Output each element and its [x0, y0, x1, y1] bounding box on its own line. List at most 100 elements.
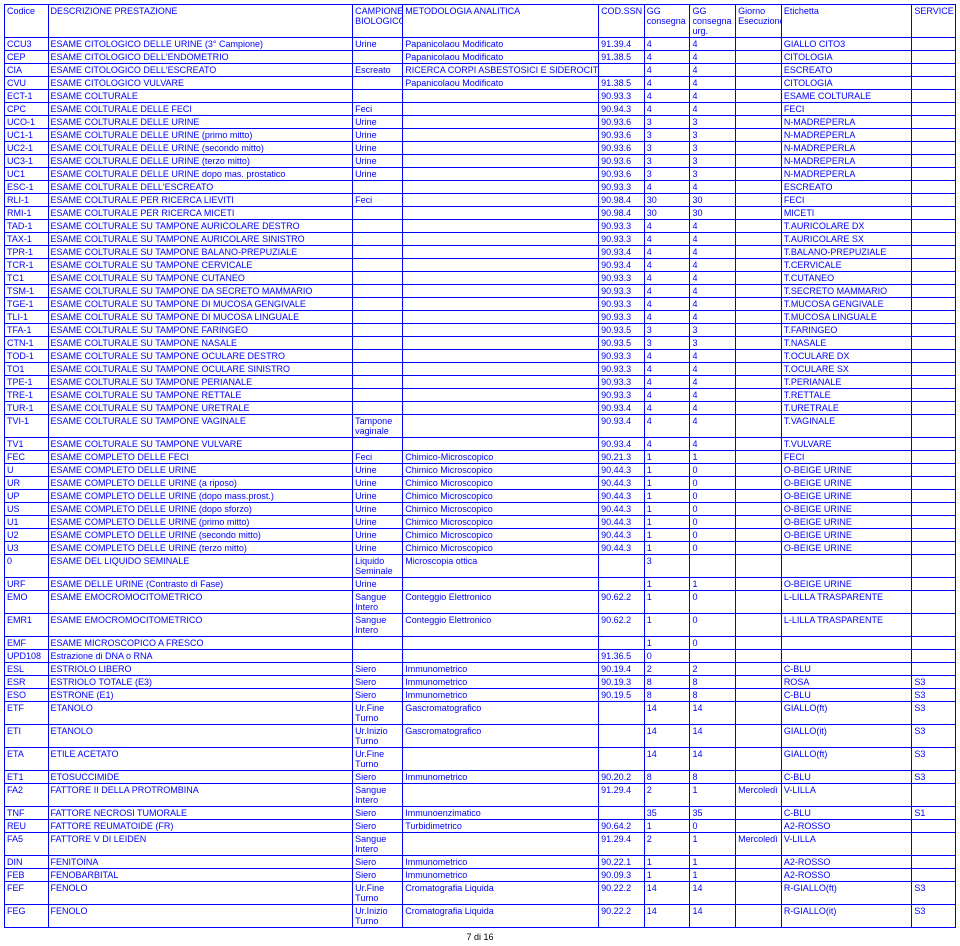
cell-camp: [353, 246, 403, 259]
cell-desc: ESAME COMPLETO DELLE URINE (a riposo): [48, 477, 353, 490]
cell-metodo: [403, 833, 599, 856]
cell-codice: RLI-1: [5, 194, 49, 207]
header-giorno: Giorno Esecuzione: [736, 5, 782, 38]
cell-codice: FEB: [5, 869, 49, 882]
cell-gg2: 14: [690, 905, 736, 928]
cell-metodo: Immunometrico: [403, 869, 599, 882]
cell-serv: [912, 181, 956, 194]
cell-desc: ESAME COLTURALE DELL'ESCREATO: [48, 181, 353, 194]
cell-gg2: 8: [690, 676, 736, 689]
cell-codice: ESL: [5, 663, 49, 676]
cell-metodo: Microscopia ottica: [403, 555, 599, 578]
cell-serv: [912, 376, 956, 389]
cell-gg1: 1: [644, 477, 690, 490]
cell-etic: T.BALANO-PREPUZIALE: [781, 246, 912, 259]
cell-etic: C-BLU: [781, 807, 912, 820]
cell-metodo: [403, 259, 599, 272]
cell-serv: [912, 350, 956, 363]
cell-metodo: [403, 220, 599, 233]
cell-camp: [353, 298, 403, 311]
cell-serv: S1: [912, 807, 956, 820]
cell-giorno: [736, 389, 782, 402]
cell-camp: Urine: [353, 477, 403, 490]
cell-giorno: [736, 272, 782, 285]
cell-metodo: Chimico Microscopico: [403, 516, 599, 529]
cell-codice: FEC: [5, 451, 49, 464]
cell-camp: [353, 363, 403, 376]
cell-giorno: [736, 578, 782, 591]
table-row: U1ESAME COMPLETO DELLE URINE (primo mitt…: [5, 516, 956, 529]
cell-metodo: [403, 155, 599, 168]
cell-giorno: [736, 807, 782, 820]
cell-desc: ESAME COLTURALE SU TAMPONE PERIANALE: [48, 376, 353, 389]
cell-codice: TFA-1: [5, 324, 49, 337]
cell-gg2: 3: [690, 337, 736, 350]
cell-cod: 90.22.1: [599, 856, 645, 869]
cell-camp: Siero: [353, 663, 403, 676]
cell-camp: [353, 376, 403, 389]
cell-gg1: 1: [644, 614, 690, 637]
cell-gg1: 30: [644, 207, 690, 220]
cell-serv: [912, 555, 956, 578]
cell-cod: 90.44.3: [599, 503, 645, 516]
cell-camp: Urine: [353, 503, 403, 516]
cell-gg1: 1: [644, 529, 690, 542]
cell-serv: [912, 451, 956, 464]
cell-desc: ESAME COMPLETO DELLE URINE (secondo mitt…: [48, 529, 353, 542]
cell-gg2: 4: [690, 311, 736, 324]
cell-desc: ESAME COLTURALE SU TAMPONE RETTALE: [48, 389, 353, 402]
cell-gg1: 3: [644, 324, 690, 337]
table-row: UC1-1ESAME COLTURALE DELLE URINE (primo …: [5, 129, 956, 142]
cell-cod: [599, 555, 645, 578]
cell-camp: Urine: [353, 129, 403, 142]
cell-cod: [599, 725, 645, 748]
cell-gg1: 3: [644, 142, 690, 155]
cell-giorno: [736, 477, 782, 490]
table-row: FA2FATTORE II DELLA PROTROMBINASangue In…: [5, 784, 956, 807]
cell-desc: ESAME COMPLETO DELLE URINE (primo mitto): [48, 516, 353, 529]
cell-desc: ESTRIOLO TOTALE (E3): [48, 676, 353, 689]
cell-etic: O-BEIGE URINE: [781, 529, 912, 542]
cell-metodo: [403, 90, 599, 103]
cell-camp: Feci: [353, 194, 403, 207]
cell-codice: TV1: [5, 438, 49, 451]
cell-gg2: 30: [690, 194, 736, 207]
cell-serv: [912, 337, 956, 350]
cell-etic: T.AURICOLARE SX: [781, 233, 912, 246]
cell-giorno: [736, 748, 782, 771]
cell-gg2: 4: [690, 272, 736, 285]
cell-gg2: 1: [690, 784, 736, 807]
cell-giorno: [736, 591, 782, 614]
cell-codice: ETF: [5, 702, 49, 725]
cell-etic: CITOLOGIA: [781, 51, 912, 64]
cell-codice: TVI-1: [5, 415, 49, 438]
cell-serv: [912, 542, 956, 555]
table-row: TUR-1ESAME COLTURALE SU TAMPONE URETRALE…: [5, 402, 956, 415]
cell-etic: T.FARINGEO: [781, 324, 912, 337]
header-campione: CAMPIONE BIOLOGICO: [353, 5, 403, 38]
cell-codice: RMI-1: [5, 207, 49, 220]
cell-gg1: 3: [644, 168, 690, 181]
cell-metodo: Immunometrico: [403, 689, 599, 702]
cell-codice: TRE-1: [5, 389, 49, 402]
cell-metodo: [403, 637, 599, 650]
cell-gg2: 3: [690, 116, 736, 129]
cell-metodo: [403, 748, 599, 771]
cell-serv: [912, 503, 956, 516]
cell-serv: [912, 129, 956, 142]
cell-etic: L-LILLA TRASPARENTE: [781, 591, 912, 614]
cell-gg1: 1: [644, 516, 690, 529]
cell-giorno: [736, 516, 782, 529]
cell-desc: ESAME COLTURALE DELLE URINE: [48, 116, 353, 129]
cell-etic: R-GIALLO(ft): [781, 882, 912, 905]
cell-gg1: 3: [644, 155, 690, 168]
cell-codice: FA2: [5, 784, 49, 807]
table-row: TVI-1ESAME COLTURALE SU TAMPONE VAGINALE…: [5, 415, 956, 438]
cell-camp: Tampone vaginale: [353, 415, 403, 438]
cell-gg1: 1: [644, 856, 690, 869]
cell-camp: Siero: [353, 856, 403, 869]
cell-metodo: [403, 415, 599, 438]
cell-gg2: 3: [690, 129, 736, 142]
cell-gg1: 14: [644, 725, 690, 748]
table-row: REUFATTORE REUMATOIDE (FR)SieroTurbidime…: [5, 820, 956, 833]
